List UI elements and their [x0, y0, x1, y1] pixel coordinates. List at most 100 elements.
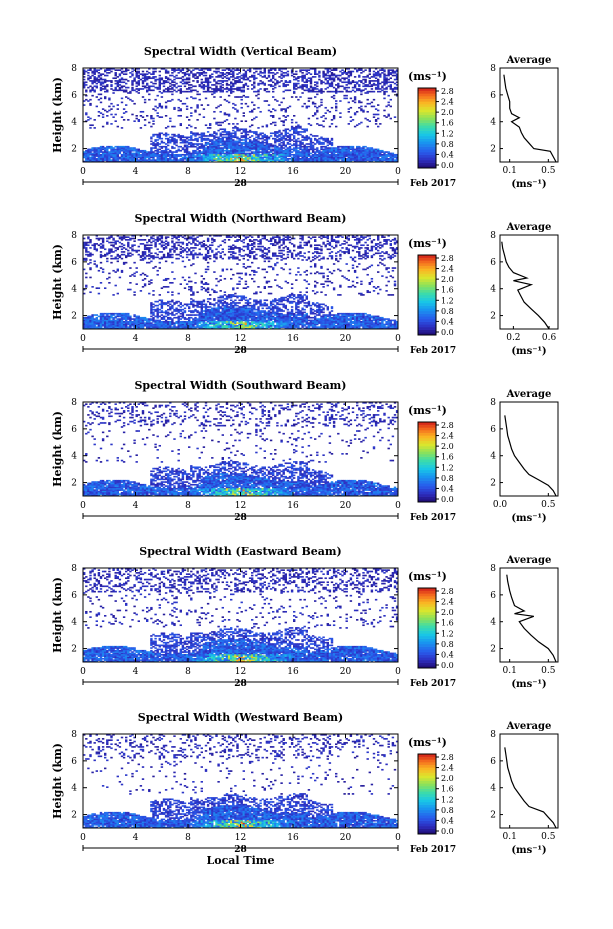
- heatmap-cell: [349, 116, 353, 118]
- heatmap-cell: [242, 136, 245, 139]
- heatmap-cell: [154, 241, 157, 244]
- heatmap-cell: [122, 151, 126, 153]
- heatmap-cell: [295, 85, 298, 88]
- heatmap-cell: [154, 159, 157, 161]
- heatmap-cell: [244, 70, 248, 73]
- heatmap-cell: [345, 149, 348, 152]
- heatmap-cell: [290, 125, 294, 128]
- heatmap-cell: [215, 121, 218, 124]
- heatmap-cell: [200, 159, 203, 161]
- heatmap-cell: [221, 155, 224, 157]
- heatmap-cell: [177, 319, 180, 322]
- heatmap-cell: [217, 159, 220, 161]
- heatmap-cell: [108, 97, 111, 100]
- heatmap-cell: [177, 98, 180, 101]
- heatmap-cell: [303, 74, 306, 77]
- heatmap-cell: [91, 160, 94, 162]
- heatmap-cell: [356, 157, 359, 160]
- heatmap-cell: [303, 148, 306, 151]
- heatmap-cell: [227, 68, 231, 70]
- heatmap-cell: [286, 159, 290, 161]
- heatmap-cell: [280, 145, 283, 148]
- heatmap-cell: [133, 153, 136, 156]
- heatmap-cell: [188, 124, 191, 127]
- heatmap-cell: [114, 89, 117, 92]
- heatmap-cell: [139, 127, 143, 129]
- heatmap-cell: [377, 90, 380, 93]
- heatmap-cell: [101, 240, 105, 243]
- heatmap-cell: [343, 97, 346, 100]
- heatmap-cell: [236, 137, 239, 140]
- heatmap-cell: [93, 149, 96, 152]
- heatmap-cell: [223, 155, 227, 157]
- heatmap-cell: [99, 148, 103, 151]
- heatmap-cell: [225, 157, 229, 160]
- heatmap-cell: [106, 159, 109, 161]
- heatmap-cell: [395, 84, 398, 86]
- heatmap-cell: [146, 86, 149, 89]
- heatmap-cell: [148, 324, 151, 327]
- heatmap-cell: [127, 156, 130, 159]
- heatmap-cell: [362, 149, 365, 152]
- heatmap-cell: [269, 151, 273, 153]
- heatmap-cell: [322, 115, 325, 117]
- heatmap-cell: [353, 90, 357, 93]
- heatmap-cell: [335, 90, 338, 93]
- heatmap-cell: [347, 68, 350, 70]
- heatmap-cell: [349, 70, 353, 73]
- heatmap-cell: [206, 84, 210, 86]
- heatmap-cell: [143, 248, 147, 251]
- heatmap-cell: [274, 148, 277, 151]
- heatmap-cell: [307, 90, 311, 93]
- heatmap-cell: [171, 261, 174, 264]
- heatmap-cell: [131, 327, 134, 329]
- heatmap-cell: [190, 298, 193, 300]
- heatmap-cell: [204, 77, 208, 80]
- heatmap-cell: [372, 80, 376, 82]
- heatmap-cell: [185, 156, 189, 159]
- heatmap-cell: [269, 69, 273, 71]
- heatmap-cell: [167, 322, 170, 324]
- heatmap-cell: [213, 110, 216, 113]
- heatmap-cell: [238, 145, 241, 148]
- heatmap-cell: [179, 241, 182, 244]
- heatmap-cell: [190, 143, 193, 145]
- heatmap-cell: [328, 151, 332, 153]
- heatmap-cell: [89, 241, 92, 244]
- heatmap-cell: [162, 133, 166, 136]
- heatmap-cell: [251, 124, 254, 127]
- heatmap-cell: [177, 236, 180, 238]
- heatmap-cell: [200, 156, 203, 159]
- heatmap-cell: [238, 81, 241, 84]
- heatmap-cell: [164, 145, 168, 148]
- heatmap-cell: [127, 323, 130, 326]
- heatmap-cell: [192, 319, 195, 322]
- heatmap-cell: [246, 156, 250, 159]
- heatmap-cell: [183, 74, 187, 77]
- heatmap-cell: [255, 153, 258, 156]
- heatmap-cell: [295, 156, 298, 159]
- heatmap-cell: [297, 98, 300, 101]
- heatmap-cell: [118, 152, 122, 155]
- heatmap-cell: [253, 148, 256, 151]
- heatmap-cell: [185, 323, 189, 326]
- heatmap-cell: [114, 324, 117, 327]
- heatmap-cell: [183, 235, 187, 237]
- heatmap-cell: [303, 155, 306, 157]
- heatmap-cell: [242, 157, 245, 160]
- heatmap-cell: [99, 324, 103, 327]
- heatmap-cell: [162, 318, 166, 320]
- heatmap-cell: [221, 72, 224, 74]
- heatmap-cell: [139, 324, 143, 327]
- heatmap-cell: [282, 140, 285, 143]
- heatmap-cell: [120, 77, 124, 80]
- heatmap-cell: [192, 314, 195, 316]
- heatmap-cell: [385, 105, 388, 108]
- heatmap-cell: [198, 302, 201, 304]
- heatmap-cell: [192, 89, 195, 92]
- heatmap-cell: [206, 151, 210, 153]
- heatmap-cell: [225, 141, 229, 144]
- heatmap-cell: [278, 153, 281, 156]
- heatmap-cell: [160, 303, 164, 306]
- heatmap-cell: [311, 153, 315, 156]
